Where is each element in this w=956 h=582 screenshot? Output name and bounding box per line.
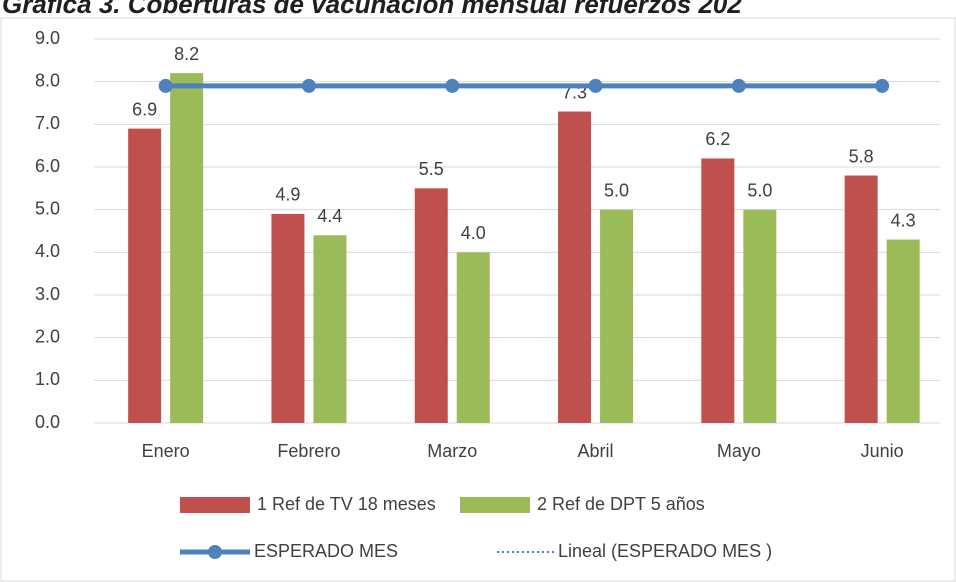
y-tick-label: 9.0: [35, 28, 60, 48]
bar: [558, 111, 592, 424]
data-label: 6.9: [132, 99, 157, 119]
legend-marker: [208, 545, 222, 559]
line-marker: [875, 78, 890, 93]
x-tick-label: Mayo: [717, 441, 761, 461]
legend-swatch: [180, 497, 250, 513]
legend-label: 2 Ref de DPT 5 años: [537, 494, 705, 514]
data-label: 5.0: [604, 180, 629, 200]
bar: [701, 158, 735, 423]
x-tick-label: Junio: [861, 441, 904, 461]
data-label: 8.2: [174, 44, 199, 64]
bar: [743, 209, 777, 423]
bar: [600, 209, 634, 423]
data-label: 4.4: [317, 206, 342, 226]
legend-label: Lineal (ESPERADO MES ): [558, 541, 772, 561]
legend-label: 1 Ref de TV 18 meses: [257, 494, 436, 514]
bar: [414, 188, 448, 423]
line-marker: [445, 78, 460, 93]
y-tick-label: 3.0: [35, 284, 60, 304]
bar: [170, 73, 204, 423]
x-tick-label: Marzo: [427, 441, 477, 461]
data-label: 5.8: [849, 146, 874, 166]
legend-swatch: [460, 497, 530, 513]
y-tick-label: 6.0: [35, 156, 60, 176]
y-tick-label: 7.0: [35, 113, 60, 133]
x-tick-label: Febrero: [277, 441, 340, 461]
y-tick-label: 0.0: [35, 412, 60, 432]
data-label: 4.0: [461, 223, 486, 243]
bar: [313, 235, 347, 423]
line-marker: [301, 78, 316, 93]
data-label: 5.5: [419, 159, 444, 179]
y-tick-label: 1.0: [35, 369, 60, 389]
data-label: 4.3: [891, 210, 916, 230]
data-label: 5.0: [747, 180, 772, 200]
line-marker: [588, 78, 603, 93]
bar: [456, 252, 490, 423]
chart-title: Gráfica 3. Coberturas de vacunación mens…: [2, 0, 742, 19]
bar: [844, 175, 878, 423]
bar: [128, 128, 162, 423]
bar: [271, 213, 305, 423]
line-marker: [158, 78, 173, 93]
data-label: 4.9: [275, 185, 300, 205]
legend-label: ESPERADO MES: [254, 541, 398, 561]
y-tick-label: 2.0: [35, 326, 60, 346]
x-tick-label: Abril: [578, 441, 614, 461]
line-marker: [731, 78, 746, 93]
x-tick-label: Enero: [142, 441, 190, 461]
y-tick-label: 5.0: [35, 198, 60, 218]
data-label: 6.2: [705, 129, 730, 149]
y-tick-label: 8.0: [35, 70, 60, 90]
bar: [886, 239, 920, 423]
y-tick-label: 4.0: [35, 241, 60, 261]
